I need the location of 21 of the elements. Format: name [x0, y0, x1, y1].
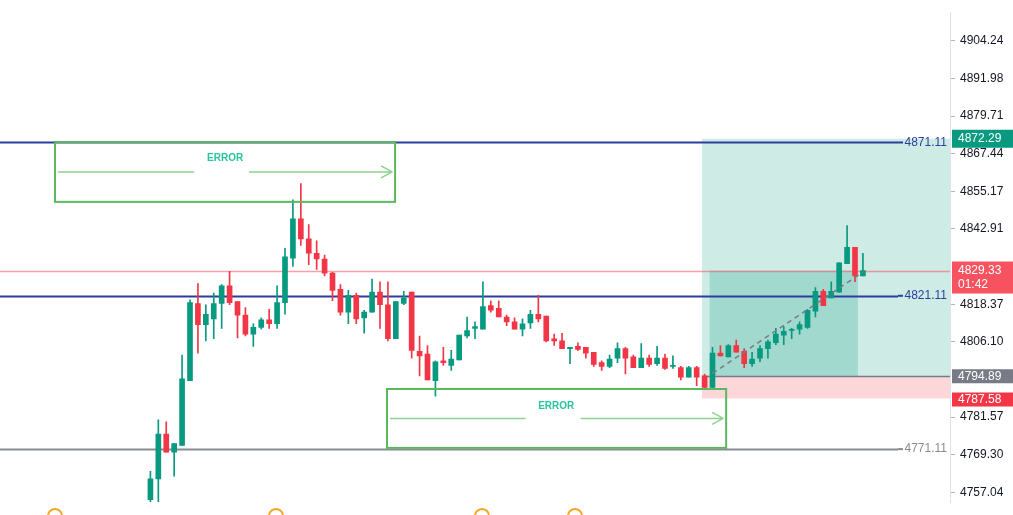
- ref-line-label: 4794.89: [958, 368, 1002, 383]
- y-tick-label: 4904.24: [960, 33, 1004, 48]
- ref-line-label: 4771.11: [904, 441, 948, 456]
- ref-line-label: 4871.11: [904, 134, 948, 149]
- y-tick-label: 4781.57: [960, 409, 1004, 424]
- annotation: ERROR: [537, 398, 576, 413]
- ref-line-label: 4829.33: [958, 262, 1002, 277]
- y-tick-label: 4842.91: [960, 221, 1004, 236]
- y-tick-label: 4855.17: [960, 183, 1004, 198]
- text: 01:42: [958, 276, 989, 291]
- y-tick-label: 4879.71: [960, 108, 1004, 123]
- band-label: 4787.58: [958, 391, 1002, 406]
- band-label: 4872.29: [958, 131, 1002, 146]
- y-tick-label: 4757.04: [960, 484, 1004, 499]
- ref-line-label: 4821.11: [904, 288, 948, 303]
- annotation: ERROR: [206, 151, 245, 166]
- y-tick-label: 4818.37: [960, 296, 1004, 311]
- y-tick-label: 4891.98: [960, 70, 1004, 85]
- y-tick-label: 4769.30: [960, 446, 1004, 461]
- y-tick-label: 4867.44: [960, 146, 1004, 161]
- y-tick-label: 4806.10: [960, 334, 1004, 349]
